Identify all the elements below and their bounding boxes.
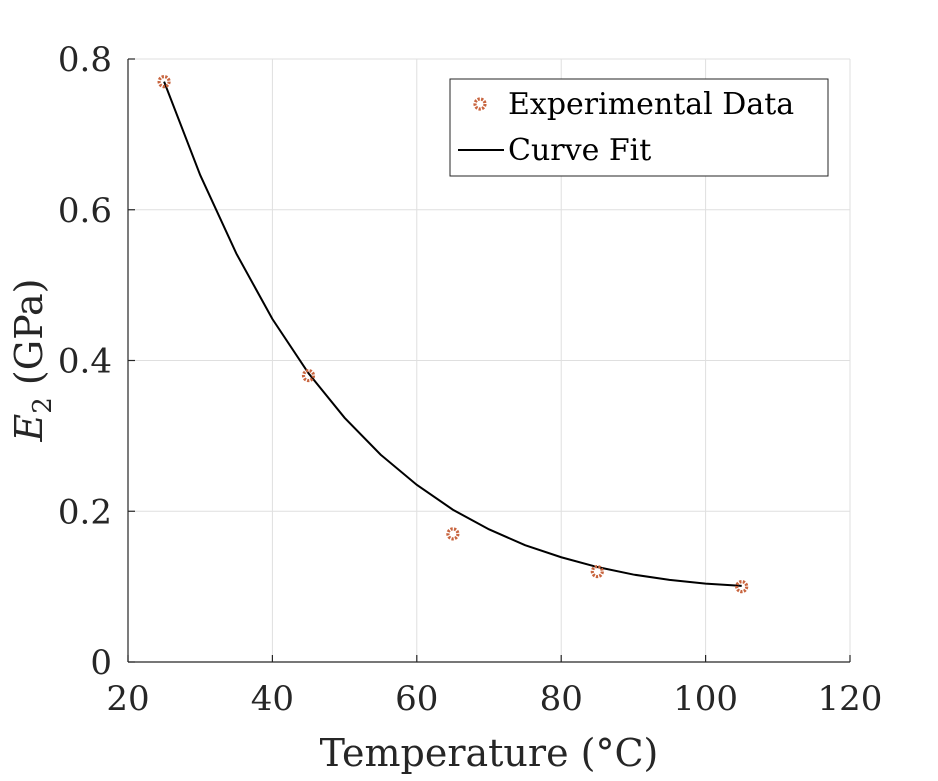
x-tick-label: 120: [818, 679, 883, 719]
y-tick-label: 0.2: [58, 492, 112, 532]
x-tick-label: 20: [106, 679, 149, 719]
x-tick-label: 100: [673, 679, 738, 719]
legend-entry-experimental: Experimental Data: [473, 87, 794, 122]
series-layer: [157, 75, 749, 594]
y-axis-title-subscript: 2: [28, 397, 58, 414]
experimental-data-point: [735, 580, 749, 594]
x-tick-label: 80: [540, 679, 583, 719]
y-axis-title: E2 (GPa): [7, 279, 58, 443]
experimental-data-point: [590, 564, 604, 579]
y-tick-label: 0.8: [58, 40, 112, 80]
curve-fit-line: [163, 81, 742, 587]
experimental-data-point: [157, 75, 171, 89]
legend-label-experimental: Experimental Data: [508, 87, 794, 122]
experimental-data-point: [446, 527, 460, 541]
x-tick-label: 60: [395, 679, 438, 719]
svg-text:E2 (GPa): E2 (GPa): [7, 279, 58, 443]
legend-box: [449, 78, 829, 177]
axes: [127, 58, 851, 663]
legend-label-curve-fit: Curve Fit: [508, 133, 651, 168]
y-tick-label: 0.4: [58, 342, 112, 382]
x-tick-label: 40: [251, 679, 294, 719]
y-axis-title-unit: (GPa): [7, 279, 51, 398]
legend-entry-curve-fit: Curve Fit: [458, 133, 651, 168]
y-axis-title-symbol: E: [7, 413, 51, 442]
legend-marker-circle-icon: [473, 97, 487, 111]
y-tick-label: 0.6: [58, 191, 112, 231]
legend: Experimental Data Curve Fit: [449, 78, 829, 177]
grid: [128, 58, 851, 662]
x-axis-title: Temperature (°C): [320, 731, 659, 775]
y-tick-label: 0: [90, 643, 112, 683]
experimental-data-point: [301, 368, 316, 383]
tick-labels: 20 40 60 80 100 120 0 0.2 0.4 0.6 0.8: [58, 40, 883, 719]
